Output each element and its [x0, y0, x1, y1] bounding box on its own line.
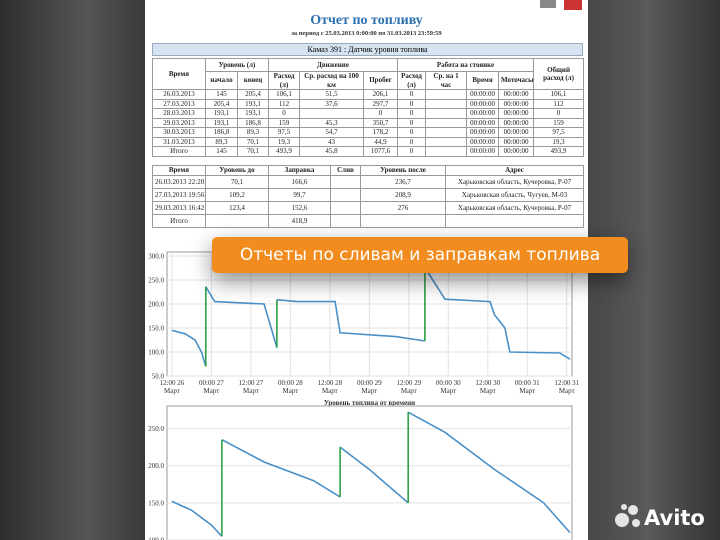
header-cell: Ср. на 1 час [425, 71, 468, 90]
x-tick-label: 12:00 28 Март [317, 379, 343, 395]
table-cell: 1077,6 [362, 146, 399, 157]
watermark-logo: Avito [615, 504, 705, 530]
table-cell: 418,9 [268, 214, 331, 228]
summary-table: Время Уровень (л) Движение Работа на стоянк… [152, 58, 585, 157]
x-tick-label: 12:00 31 Март [554, 379, 580, 395]
table-row: Итого 145 70,1 493,9 45,8 1077,6 0 00:00:00 00:0… [152, 146, 585, 157]
y-tick-label: 200.0 [148, 301, 164, 309]
table-row: 27.03.2013 19:56:23109,299,7208,9Харьков… [152, 188, 584, 202]
x-tick-label: 00:00 28 Март [278, 379, 303, 395]
print-icon[interactable] [540, 0, 556, 8]
y-tick-label: 300.0 [148, 253, 164, 261]
y-tick-label: 100.0 [148, 349, 164, 357]
y-tick-label: 100.0 [148, 537, 164, 540]
table-row: Итого 418,9 [152, 214, 584, 228]
x-tick-label: 12:00 26 Март [159, 379, 185, 395]
banner: Отчеты по сливам и заправкам топлива [212, 237, 628, 273]
x-tick-label: 00:00 31 Март [514, 379, 540, 395]
vehicle-header: Камаз 391 : Датчик уровня топлива [152, 43, 583, 56]
header-cell: Время [152, 58, 206, 90]
watermark-text: Avito [644, 506, 705, 530]
export-icons [540, 0, 582, 10]
x-tick-label: 12:00 27 Март [238, 379, 264, 395]
y-tick-label: 50.0 [152, 373, 165, 381]
table-cell: 00:00:00 [498, 146, 535, 157]
x-tick-label: 00:00 29 Март [356, 379, 382, 395]
report-period: за период с 25.03.2013 0:00:00 по 31.03.… [291, 30, 442, 37]
x-tick-label: 12:00 30 Март [475, 379, 501, 395]
pdf-icon[interactable] [564, 0, 582, 10]
x-tick-label: 00:00 30 Март [435, 379, 461, 395]
fuel-line [221, 412, 409, 537]
header-cell: Общий расход (л) [533, 58, 585, 90]
fuel-line [171, 411, 571, 537]
fuel-line [171, 267, 571, 367]
table-row: 27.03.2013 205,4 193,1 112 37,6 297,7 0 00:00:0… [152, 98, 585, 109]
x-axis-title: Уровень топлива от времени [324, 399, 415, 407]
table-row: 26.03.2013 22:20:4270,1166,6236,7Харьков… [152, 175, 584, 189]
y-tick-label: 150.0 [148, 499, 164, 507]
refuel-table: Время Уровень до Заправка Слив Уровень после… [152, 165, 584, 228]
x-tick-label: 12:00 29 Март [396, 379, 422, 395]
y-tick-label: 200.0 [148, 462, 164, 470]
y-tick-label: 250.0 [148, 425, 164, 433]
report-title: Отчет по топливу [310, 13, 423, 28]
header-cell: Пробег [362, 71, 399, 90]
fuel-line [205, 267, 426, 367]
table-cell: 493,9 [533, 146, 585, 157]
table-cell [445, 214, 584, 228]
y-tick-label: 250.0 [148, 277, 164, 285]
plot-area [166, 405, 573, 540]
table-row: 29.03.2013 193,1 186,8 159 45,3 350,7 0 00:00:0… [152, 117, 585, 128]
table-row: 26.03.2013 145 205,4 106,1 51,5 206,1 0 00:00:0… [152, 89, 585, 100]
y-tick-label: 150.0 [148, 325, 164, 333]
x-tick-label: 00:00 27 Март [199, 379, 224, 395]
header-cell: Расход (л) [268, 71, 300, 90]
header-cell: Моточасы [498, 71, 535, 90]
